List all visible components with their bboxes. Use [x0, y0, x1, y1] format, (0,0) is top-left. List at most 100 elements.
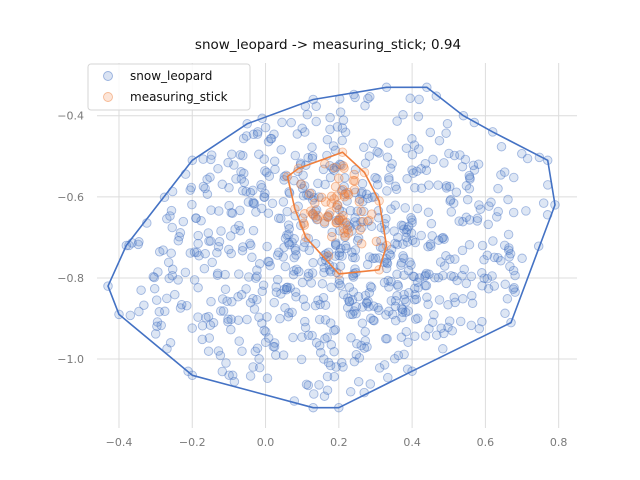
data-point — [401, 297, 411, 307]
data-point — [193, 312, 203, 322]
data-point — [467, 298, 478, 309]
data-point — [206, 205, 216, 215]
data-point — [236, 167, 246, 177]
data-point — [201, 312, 211, 323]
data-point — [236, 289, 247, 300]
data-point — [445, 254, 455, 265]
data-point — [231, 174, 241, 184]
data-point — [230, 224, 240, 234]
data-point — [191, 213, 201, 223]
data-point — [446, 271, 456, 281]
data-point — [269, 129, 279, 139]
data-point — [189, 275, 200, 285]
data-point — [313, 211, 323, 221]
data-point — [319, 267, 329, 278]
data-point — [345, 387, 356, 397]
data-point — [226, 314, 236, 325]
data-point — [291, 264, 302, 275]
data-point — [300, 301, 311, 311]
data-point — [152, 321, 162, 332]
data-point — [197, 334, 208, 345]
data-point — [276, 213, 286, 224]
data-point — [457, 161, 468, 172]
data-point — [162, 214, 172, 224]
data-point — [329, 163, 340, 173]
data-point — [500, 308, 510, 319]
data-point — [223, 317, 233, 327]
data-point — [252, 129, 263, 139]
data-point — [482, 273, 493, 284]
data-point — [402, 174, 412, 184]
data-point — [310, 300, 321, 311]
data-point — [451, 187, 462, 197]
data-point — [282, 230, 292, 240]
data-point — [178, 216, 189, 227]
data-point — [259, 154, 269, 164]
data-point — [319, 263, 329, 273]
data-point — [319, 217, 330, 227]
data-point — [290, 287, 301, 297]
data-point — [403, 221, 414, 232]
data-point — [289, 252, 299, 263]
data-point — [203, 311, 214, 322]
data-point — [396, 332, 407, 342]
data-point — [300, 127, 310, 137]
data-point — [233, 315, 244, 325]
data-point — [261, 167, 272, 178]
data-point — [441, 181, 452, 191]
data-point — [281, 282, 292, 293]
data-point — [382, 333, 392, 344]
data-point — [272, 274, 283, 285]
data-point — [324, 265, 335, 275]
data-point — [424, 324, 434, 334]
data-point — [261, 327, 271, 337]
data-point — [302, 109, 313, 120]
data-point — [358, 196, 368, 207]
data-point — [245, 297, 256, 308]
data-point — [360, 158, 371, 169]
data-point — [300, 322, 311, 333]
data-point — [488, 236, 498, 246]
y-tick-label: −1.0 — [57, 353, 84, 366]
data-point — [401, 227, 412, 238]
data-point — [465, 174, 475, 184]
data-point — [449, 150, 460, 161]
data-point — [268, 341, 279, 352]
data-point — [329, 371, 340, 382]
data-point — [403, 265, 414, 276]
data-point — [254, 354, 264, 364]
data-point — [423, 241, 433, 252]
data-point — [392, 279, 403, 290]
data-point — [390, 296, 401, 306]
data-point — [493, 206, 503, 217]
data-point — [292, 129, 303, 139]
data-point — [338, 362, 348, 372]
data-point — [320, 179, 330, 190]
data-point — [297, 332, 307, 342]
data-point — [538, 198, 549, 208]
data-point — [238, 242, 248, 252]
data-point — [384, 282, 394, 292]
data-point — [154, 307, 165, 317]
data-point — [439, 328, 449, 339]
data-point — [224, 370, 234, 380]
data-point — [458, 216, 468, 227]
data-point — [398, 239, 408, 249]
data-point — [227, 208, 238, 218]
data-point — [439, 261, 450, 271]
data-point — [420, 158, 431, 169]
data-point — [248, 198, 259, 209]
data-point — [260, 122, 271, 133]
data-point — [338, 210, 348, 221]
data-point — [213, 346, 224, 356]
data-point — [248, 185, 258, 196]
data-point — [461, 212, 472, 223]
data-point — [200, 248, 210, 259]
data-point — [174, 232, 184, 242]
data-point — [464, 215, 475, 225]
data-point — [368, 301, 379, 311]
data-point — [325, 207, 335, 218]
data-point — [414, 273, 425, 283]
data-point — [364, 287, 375, 298]
data-point — [398, 110, 408, 120]
